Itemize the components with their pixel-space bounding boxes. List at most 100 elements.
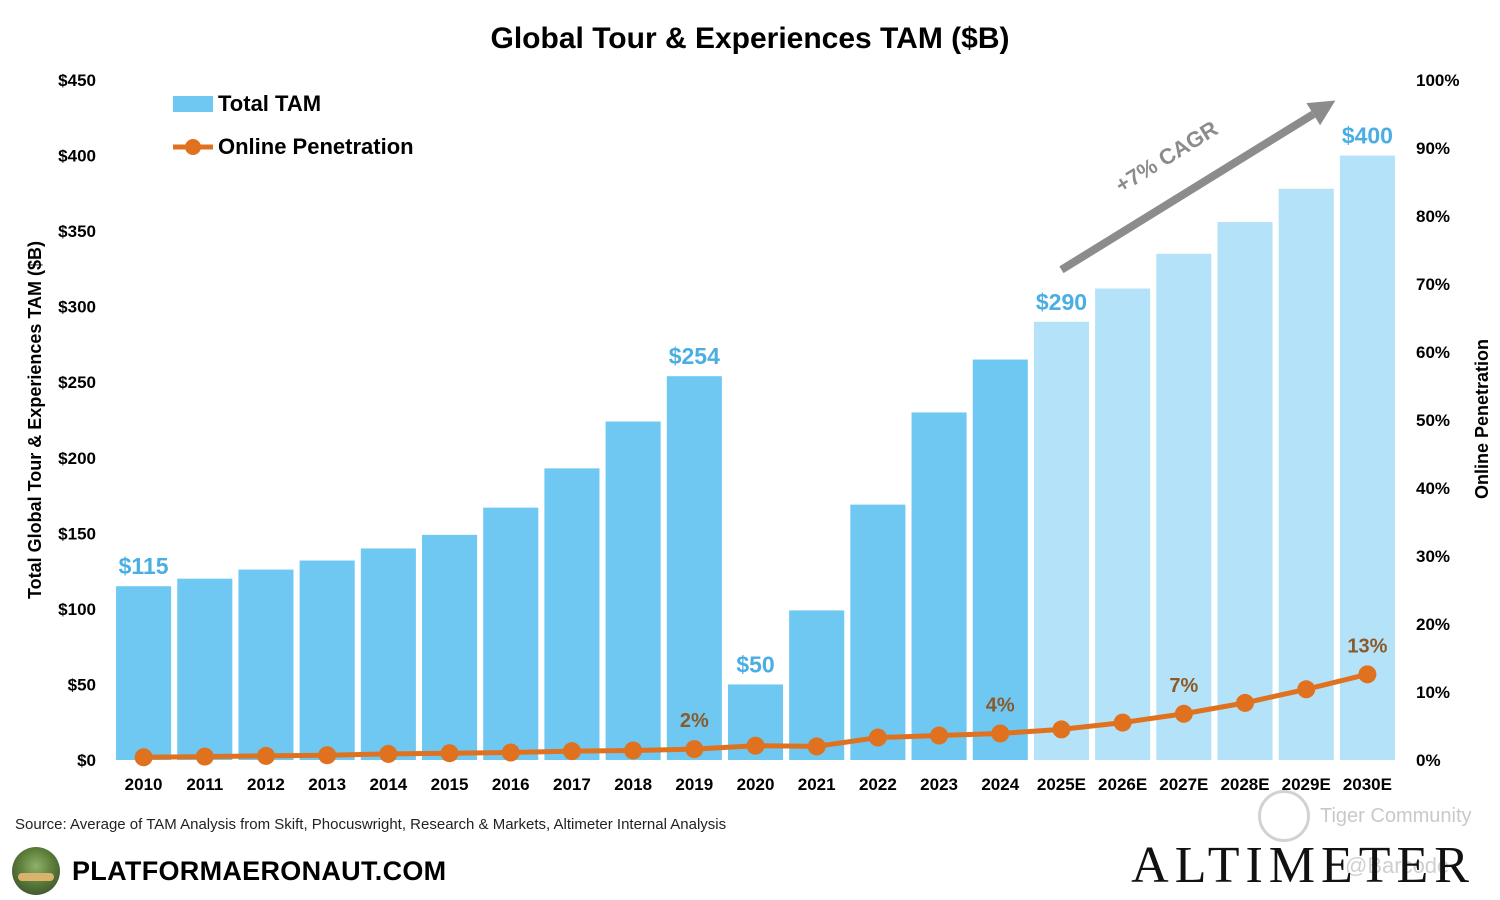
- bar: [177, 578, 233, 760]
- bar: [1217, 222, 1273, 761]
- bar-value-label: $115: [119, 553, 169, 579]
- penetration-point: [685, 740, 704, 759]
- bar: [1339, 155, 1395, 761]
- bar: [1278, 188, 1334, 761]
- penetration-point: [501, 743, 520, 762]
- y-tick-label: $400: [58, 147, 96, 166]
- bar-value-label: $290: [1036, 289, 1087, 315]
- penetration-point: [134, 748, 153, 767]
- penetration-point: [1297, 680, 1316, 699]
- x-tick-label: 2010: [125, 775, 163, 794]
- y2-tick-label: 0%: [1416, 751, 1441, 770]
- bar-value-label: $400: [1342, 123, 1393, 149]
- penetration-point: [1174, 704, 1193, 723]
- watermark-text: Tiger Community: [1320, 804, 1472, 827]
- x-tick-label: 2017: [553, 775, 591, 794]
- bar: [1095, 288, 1151, 760]
- penetration-point: [1113, 713, 1132, 732]
- penetration-point: [930, 726, 949, 745]
- bar: [238, 569, 294, 760]
- bar: [850, 504, 906, 760]
- penetration-point: [562, 742, 581, 761]
- penetration-point: [256, 746, 275, 765]
- penetration-point: [624, 741, 643, 760]
- y-tick-label: $100: [58, 600, 96, 619]
- y2-tick-label: 60%: [1416, 343, 1450, 362]
- bar: [544, 468, 600, 760]
- x-tick-label: 2016: [492, 775, 530, 794]
- cagr-arrow: [1059, 110, 1316, 274]
- y-tick-label: $0: [77, 751, 96, 770]
- x-tick-label: 2030E: [1343, 775, 1392, 794]
- x-tick-label: 2021: [798, 775, 836, 794]
- legend-line-marker: [185, 139, 201, 155]
- x-tick-label: 2026E: [1098, 775, 1147, 794]
- penetration-point: [1052, 720, 1071, 739]
- bar: [1156, 253, 1212, 760]
- bar: [605, 421, 661, 760]
- bar-value-label: $50: [736, 651, 774, 677]
- bar: [116, 586, 172, 760]
- chart-title: Global Tour & Experiences TAM ($B): [491, 22, 1010, 55]
- x-tick-label: 2011: [186, 775, 223, 794]
- y-tick-label: $450: [58, 71, 96, 90]
- x-tick-label: 2022: [859, 775, 897, 794]
- penetration-point: [195, 747, 214, 766]
- bar: [666, 376, 722, 760]
- y2-tick-label: 50%: [1416, 411, 1450, 430]
- x-tick-label: 2012: [247, 775, 285, 794]
- watermark-handle: @Barcode: [1345, 853, 1450, 878]
- legend-label: Total TAM: [218, 91, 321, 116]
- penetration-point: [318, 746, 337, 765]
- x-tick-label: 2027E: [1159, 775, 1208, 794]
- y2-tick-label: 30%: [1416, 547, 1450, 566]
- x-tick-label: 2025E: [1037, 775, 1086, 794]
- y2-axis-title: Online Penetration: [1472, 339, 1492, 499]
- brand-text: PLATFORMAERONAUT.COM: [72, 855, 447, 886]
- y-tick-label: $50: [68, 675, 96, 694]
- y2-tick-label: 40%: [1416, 479, 1450, 498]
- y2-tick-label: 10%: [1416, 683, 1450, 702]
- y2-tick-label: 20%: [1416, 615, 1450, 634]
- x-tick-label: 2019: [675, 775, 713, 794]
- penetration-label: 2%: [680, 710, 709, 732]
- x-tick-label: 2028E: [1220, 775, 1269, 794]
- x-tick-label: 2024: [981, 775, 1019, 794]
- penetration-point: [746, 736, 765, 755]
- penetration-point: [1358, 665, 1377, 684]
- x-tick-label: 2023: [920, 775, 958, 794]
- y-tick-label: $350: [58, 222, 96, 241]
- penetration-point: [868, 728, 887, 747]
- y-tick-label: $150: [58, 524, 96, 543]
- x-tick-label: 2015: [431, 775, 469, 794]
- penetration-label: 4%: [986, 694, 1015, 716]
- y2-tick-label: 80%: [1416, 207, 1450, 226]
- bar: [972, 359, 1028, 760]
- bar: [911, 412, 967, 760]
- source-note: Source: Average of TAM Analysis from Ski…: [15, 816, 727, 833]
- bar: [422, 534, 478, 760]
- x-tick-label: 2018: [614, 775, 652, 794]
- watermark: Tiger Community: [1258, 790, 1472, 842]
- penetration-label: 13%: [1347, 635, 1387, 657]
- platformaeronaut-logo-icon: [12, 847, 60, 895]
- bar: [299, 560, 355, 760]
- altimeter-logo: ALTIMETER: [1131, 837, 1475, 894]
- tiger-community-icon: [1258, 790, 1310, 842]
- x-tick-label: 2014: [369, 775, 407, 794]
- penetration-point: [1236, 693, 1255, 712]
- bar: [483, 507, 539, 760]
- penetration-point: [440, 744, 459, 763]
- bar-value-label: $254: [669, 343, 720, 369]
- y2-tick-label: 90%: [1416, 139, 1450, 158]
- bar: [1033, 321, 1089, 760]
- brand-footer: PLATFORMAERONAUT.COM: [12, 846, 446, 896]
- cagr-arrow-head: [1306, 100, 1336, 126]
- legend-bar-swatch: [173, 96, 213, 112]
- bar: [360, 548, 416, 760]
- x-tick-label: 2020: [737, 775, 775, 794]
- y2-tick-label: 100%: [1416, 71, 1459, 90]
- bar: [789, 610, 845, 760]
- y-axis-title: Total Global Tour & Experiences TAM ($B): [25, 241, 45, 599]
